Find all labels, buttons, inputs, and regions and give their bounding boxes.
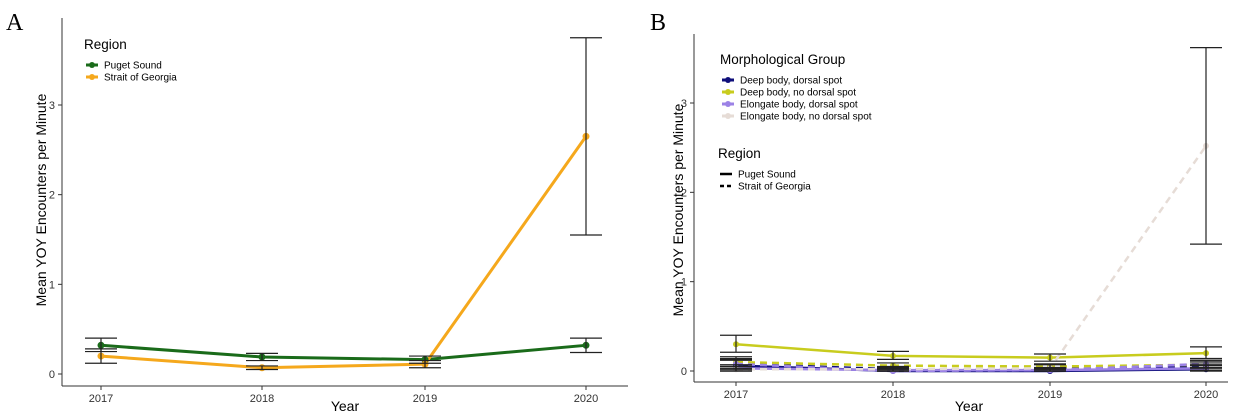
- x-axis-title: Year: [955, 398, 984, 414]
- legend-label: Deep body, no dorsal spot: [740, 88, 856, 99]
- legend-label: Strait of Georgia: [104, 73, 177, 84]
- series-line: [736, 145, 1208, 371]
- legend-region-label: Strait of Georgia: [738, 182, 811, 193]
- y-tick-label: 2: [49, 190, 55, 202]
- legend-title: Region: [84, 37, 127, 52]
- legend-key-point: [89, 62, 95, 68]
- series-line: [735, 342, 1207, 359]
- legend-label: Elongate body, no dorsal spot: [740, 112, 872, 123]
- series-line: [735, 362, 1207, 373]
- y-tick-label: 0: [681, 366, 687, 378]
- y-axis-title: Mean YOY Encounters per Minute: [670, 103, 686, 316]
- x-tick-label: 2017: [724, 389, 748, 401]
- legend-region-title: Region: [718, 146, 761, 161]
- legend-label: Deep body, dorsal spot: [740, 76, 842, 87]
- legend-key-point: [725, 113, 731, 119]
- x-tick-label: 2020: [1194, 389, 1218, 401]
- y-tick-label: 3: [681, 98, 687, 110]
- x-tick-label: 2017: [89, 393, 113, 405]
- series-line: [735, 360, 1207, 368]
- series-line: [100, 135, 588, 370]
- legend-key-point: [725, 77, 731, 83]
- y-tick-label: 0: [49, 369, 55, 381]
- legend-region-label: Puget Sound: [738, 170, 796, 181]
- panel-letter: A: [6, 10, 24, 36]
- y-tick-label: 3: [49, 100, 55, 112]
- y-tick-label: 2: [681, 187, 687, 199]
- x-tick-label: 2020: [574, 393, 598, 405]
- legend-title: Morphological Group: [720, 52, 845, 67]
- legend-key-point: [725, 101, 731, 107]
- y-axis-title: Mean YOY Encounters per Minute: [33, 93, 49, 306]
- panel-b: B 0 1 2 3 2017 2018 2019 2020 Year Mean YOY Encoun…: [650, 10, 1228, 414]
- x-tick-label: 2018: [881, 389, 905, 401]
- panel-a: A 0 1 2 3 2017 2018 2019 2020 Year Mean YOY Encoun…: [6, 10, 628, 414]
- x-tick-label: 2018: [250, 393, 274, 405]
- series-line: [100, 343, 587, 362]
- x-tick-label: 2019: [1038, 389, 1062, 401]
- x-axis-title: Year: [331, 398, 360, 414]
- y-tick-label: 1: [49, 279, 55, 291]
- legend-key-point: [725, 89, 731, 95]
- legend-label: Puget Sound: [104, 61, 162, 72]
- x-tick-label: 2019: [413, 393, 437, 405]
- panel-letter: B: [650, 10, 666, 36]
- legend-key-point: [89, 74, 95, 80]
- y-tick-label: 1: [681, 277, 687, 289]
- legend-label: Elongate body, dorsal spot: [740, 100, 858, 111]
